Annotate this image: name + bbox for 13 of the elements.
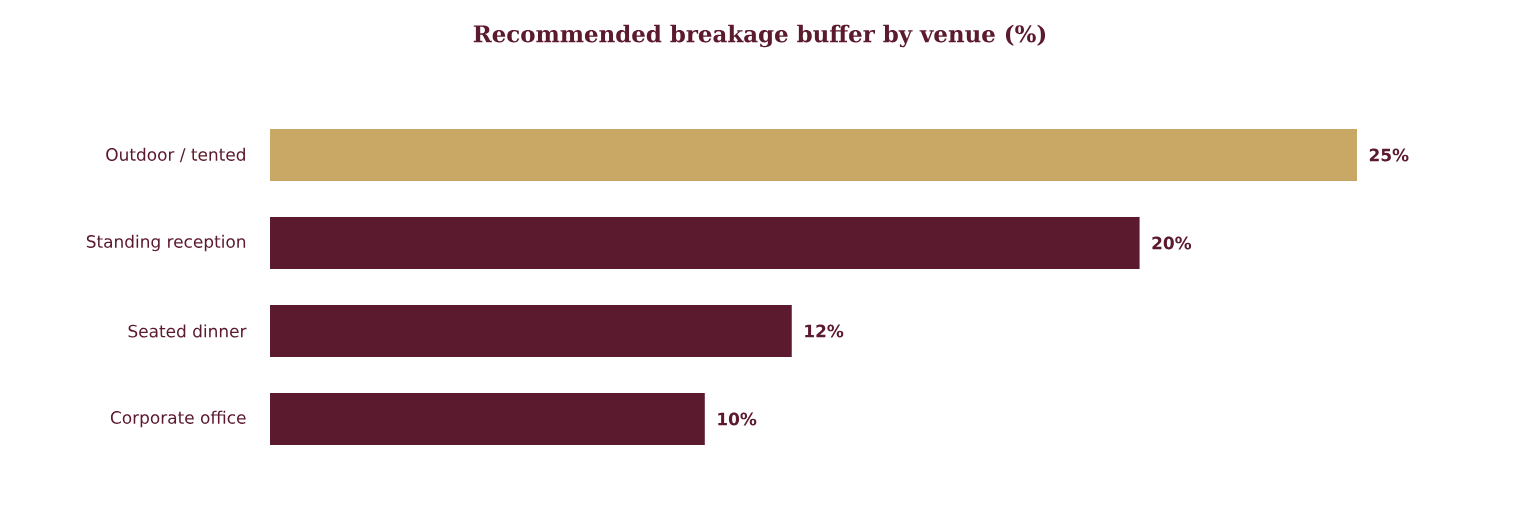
chart-title: Recommended breakage buffer by venue (%): [473, 24, 1046, 48]
y-tick-label: Standing reception: [86, 234, 246, 252]
data-label: 10%: [718, 412, 757, 426]
data-label: 20%: [1152, 236, 1192, 250]
bar: [270, 216, 1140, 269]
bar: [270, 128, 1357, 181]
y-tick-label: Corporate office: [110, 410, 246, 428]
bar: [270, 392, 705, 445]
y-tick-label: Outdoor / tented: [106, 147, 245, 163]
data-label: 12%: [805, 324, 844, 338]
y-tick-label: Seated dinner: [128, 324, 247, 338]
data-label: 25%: [1369, 148, 1409, 162]
bar: [270, 304, 792, 357]
